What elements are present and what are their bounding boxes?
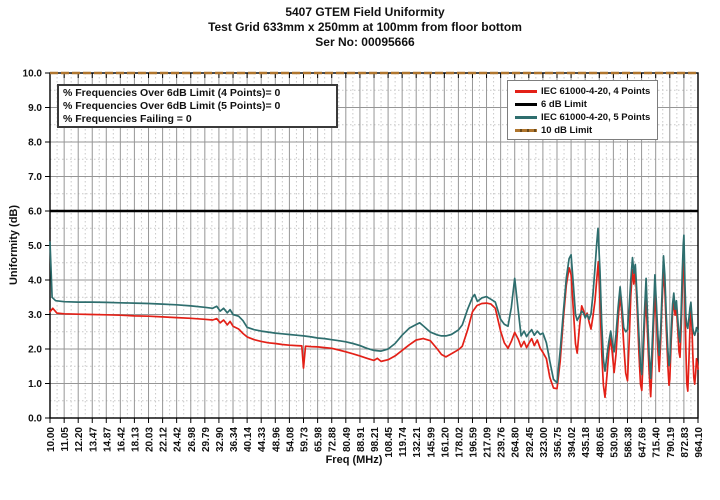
legend-swatch (515, 116, 537, 119)
y-axis-title: Uniformity (dB) (8, 204, 20, 286)
legend-swatch (515, 129, 537, 132)
x-tick-label: 14.87 (102, 427, 113, 452)
x-tick-label: 178.02 (454, 427, 465, 458)
x-tick-label: 119.74 (398, 427, 409, 457)
x-tick-label: 264.80 (511, 427, 522, 458)
x-tick-label: 29.79 (201, 427, 212, 452)
x-tick-label: 12.20 (74, 427, 85, 452)
x-tick-label: 132.21 (412, 427, 423, 458)
x-tick-label: 394.02 (567, 427, 578, 458)
x-tick-label: 217.09 (483, 427, 494, 458)
x-tick-label: 964.10 (694, 427, 705, 458)
x-tick-label: 65.98 (314, 427, 325, 452)
x-tick-label: 239.76 (497, 427, 508, 458)
x-tick-label: 323.00 (539, 427, 550, 458)
stats-box: % Frequencies Over 6dB Limit (4 Points)=… (57, 84, 338, 128)
legend-item: 6 dB Limit (515, 98, 657, 111)
x-tick-label: 36.34 (229, 427, 240, 452)
legend-label: 10 dB Limit (541, 125, 593, 136)
y-tick-label: 6.0 (28, 207, 42, 218)
legend-item: IEC 61000-4-20, 4 Points (515, 85, 657, 98)
x-tick-label: 72.88 (328, 427, 339, 452)
x-tick-label: 145.99 (426, 427, 437, 458)
x-tick-label: 18.13 (130, 427, 141, 452)
x-tick-label: 98.21 (370, 427, 381, 452)
x-tick-label: 161.20 (440, 427, 451, 458)
x-tick-label: 48.96 (271, 427, 282, 452)
x-tick-label: 292.45 (525, 427, 536, 458)
stats-line-5points: % Frequencies Over 6dB Limit (5 Points)=… (63, 100, 281, 112)
x-tick-label: 10.00 (46, 427, 57, 452)
y-tick-label: 1.0 (28, 379, 42, 390)
x-tick-label: 790.19 (666, 427, 677, 458)
x-tick-label: 40.14 (243, 427, 254, 452)
chart-title-block: 5407 GTEM Field Uniformity Test Grid 633… (25, 5, 705, 50)
x-tick-label: 647.69 (638, 427, 649, 458)
x-tick-label: 16.42 (116, 427, 127, 452)
series-line-5-points (49, 227, 699, 384)
x-tick-label: 44.33 (257, 427, 268, 452)
legend-item: 10 dB Limit (515, 124, 657, 137)
legend-swatch (515, 90, 537, 93)
x-tick-label: 32.90 (215, 427, 226, 452)
x-tick-label: 24.42 (173, 427, 184, 452)
series-line-4-points (49, 248, 699, 399)
chart-title-line3: Ser No: 00095666 (315, 35, 415, 49)
legend-label: IEC 61000-4-20, 5 Points (541, 112, 651, 123)
chart-title-line2: Test Grid 633mm x 250mm at 100mm from fl… (208, 20, 522, 34)
stats-line-failing: % Frequencies Failing = 0 (63, 113, 192, 125)
legend-swatch (515, 103, 537, 106)
x-tick-label: 54.08 (285, 427, 296, 452)
y-tick-label: 10.0 (23, 69, 43, 80)
y-tick-label: 0.0 (28, 414, 42, 425)
y-tick-label: 8.0 (28, 138, 42, 149)
y-tick-label: 5.0 (28, 241, 42, 252)
y-tick-label: 9.0 (28, 103, 42, 114)
x-tick-label: 480.65 (595, 427, 606, 458)
x-axis-title: Freq (MHz) (325, 454, 383, 466)
x-tick-label: 715.40 (652, 427, 663, 458)
x-tick-label: 530.90 (609, 427, 620, 458)
x-tick-label: 872.83 (680, 427, 691, 458)
legend-label: 6 dB Limit (541, 99, 587, 110)
x-tick-label: 88.91 (356, 427, 367, 452)
x-tick-label: 20.03 (145, 427, 156, 452)
legend-label: IEC 61000-4-20, 4 Points (541, 86, 651, 97)
legend: IEC 61000-4-20, 4 Points 6 dB Limit IEC 61… (507, 80, 658, 140)
x-tick-label: 13.47 (88, 427, 99, 452)
x-tick-label: 435.18 (581, 427, 592, 458)
x-tick-label: 356.75 (553, 427, 564, 458)
x-tick-label: 108.45 (384, 427, 395, 458)
y-tick-label: 3.0 (28, 310, 42, 321)
x-tick-label: 59.73 (299, 427, 310, 452)
x-tick-label: 80.49 (342, 427, 353, 452)
x-tick-label: 196.59 (468, 427, 479, 458)
y-tick-label: 7.0 (28, 172, 42, 183)
x-tick-label: 586.38 (623, 427, 634, 458)
stats-line-4points: % Frequencies Over 6dB Limit (4 Points)=… (63, 87, 281, 99)
chart-title-line1: 5407 GTEM Field Uniformity (285, 5, 445, 19)
x-tick-label: 26.98 (187, 427, 198, 452)
legend-item: IEC 61000-4-20, 5 Points (515, 111, 657, 124)
x-tick-label: 11.05 (60, 427, 71, 452)
x-tick-label: 22.12 (159, 427, 170, 452)
y-tick-label: 4.0 (28, 276, 42, 287)
y-tick-label: 2.0 (28, 345, 42, 356)
